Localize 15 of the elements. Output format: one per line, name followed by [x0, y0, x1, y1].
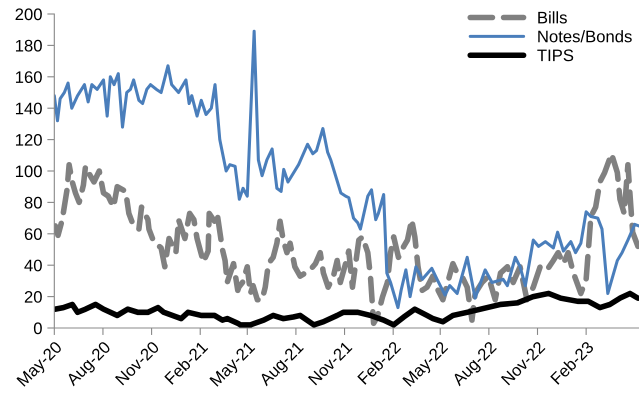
legend-label: Notes/Bonds: [538, 30, 632, 42]
y-tick-label: 100: [16, 165, 42, 178]
y-tick-label: 120: [16, 134, 42, 146]
y-tick-label: 160: [16, 71, 42, 84]
line-series: [54, 30, 639, 310]
legend-label: TIPS: [537, 49, 574, 62]
y-tick-label: 0: [34, 322, 42, 334]
y-tick-label: 60: [24, 228, 42, 240]
y-tick-label: 180: [16, 40, 42, 52]
y-tick-label: 200: [16, 8, 42, 20]
y-tick-label: 140: [16, 102, 42, 114]
legend-label: Bills: [538, 11, 567, 24]
y-tick-label: 20: [24, 291, 42, 303]
y-tick-label: 40: [24, 260, 42, 272]
y-tick-label: 80: [24, 196, 42, 209]
